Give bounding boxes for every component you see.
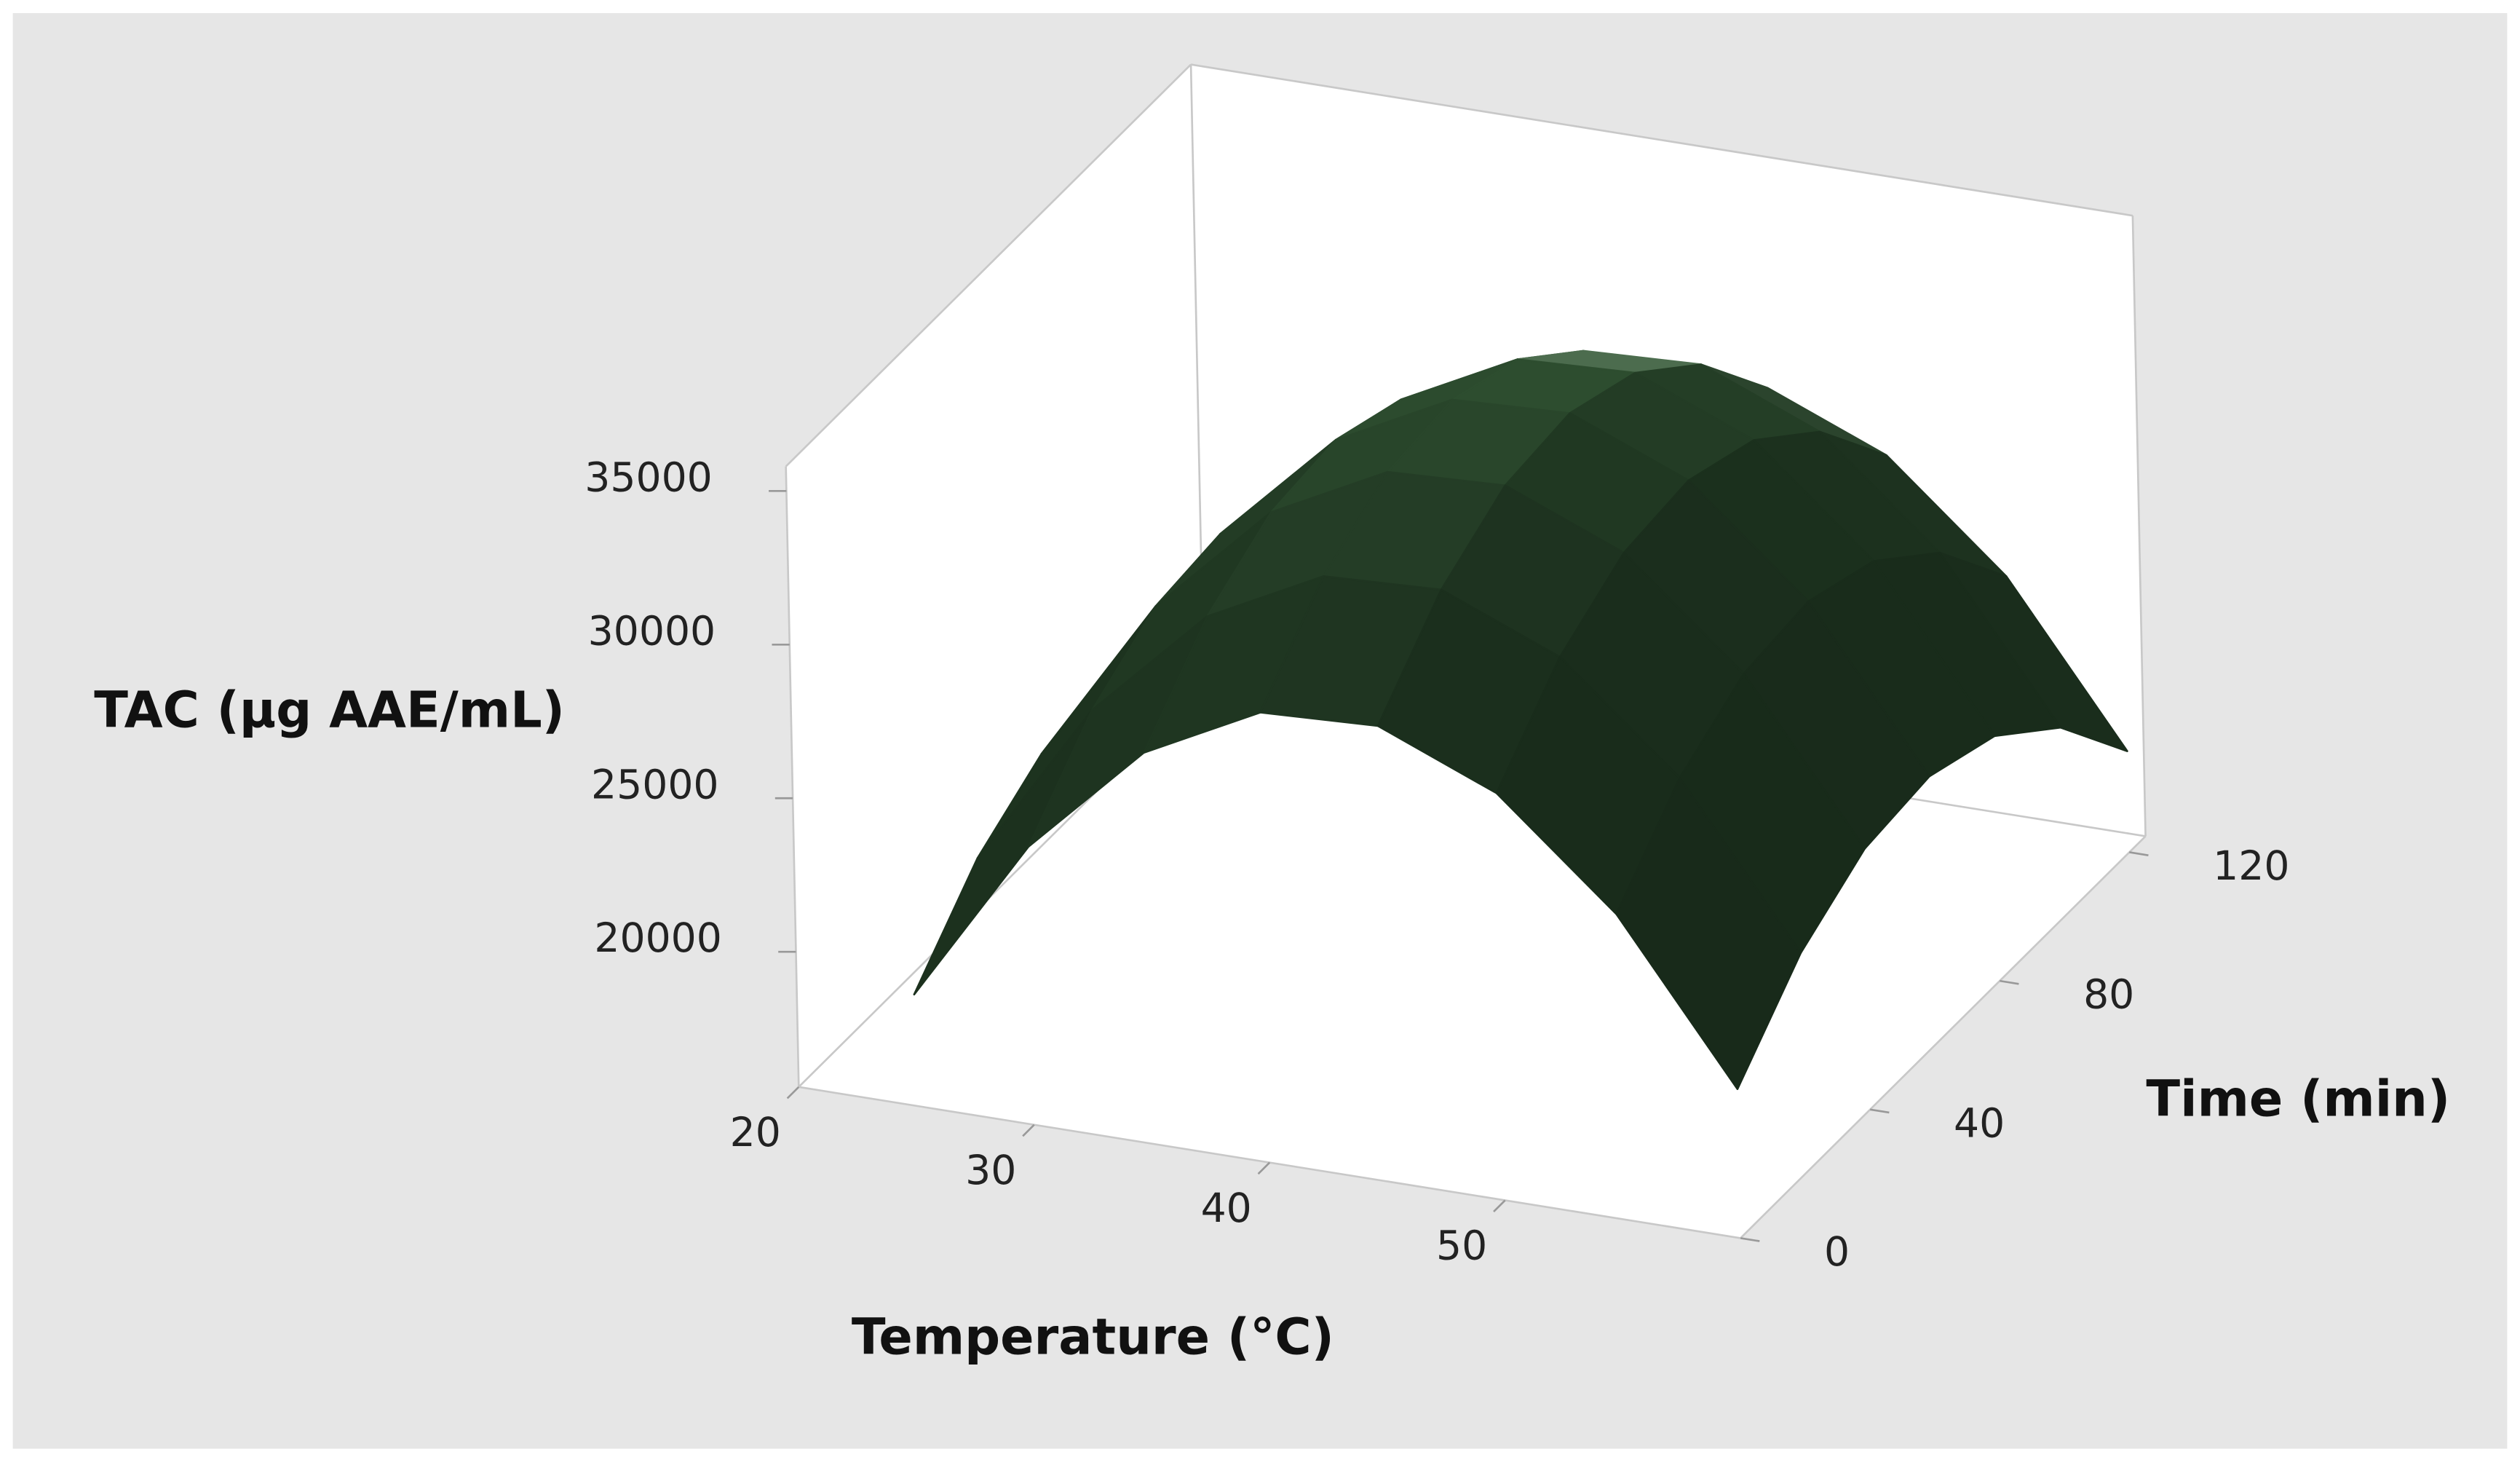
box-edge	[785, 466, 800, 1087]
y-tick-mark	[1870, 1108, 1890, 1114]
y-axis-label: Time (min)	[2146, 1070, 2450, 1129]
x-tick-mark	[1493, 1199, 1506, 1212]
y-tick-label: 80	[2083, 972, 2134, 1019]
x-tick-label: 40	[1201, 1185, 1252, 1232]
z-tick-label: 20000	[594, 915, 722, 962]
z-tick-label: 25000	[591, 762, 719, 808]
z-axis-label: TAC (µg AAE/mL)	[94, 681, 565, 739]
left-wall	[785, 64, 1204, 1087]
y-tick-mark	[2000, 979, 2019, 985]
x-tick-label: 30	[965, 1148, 1016, 1194]
y-tick-mark	[1740, 1237, 1760, 1242]
z-tick-label: 30000	[588, 608, 716, 655]
y-tick-label: 0	[1824, 1229, 1850, 1276]
x-tick-label: 20	[730, 1110, 781, 1156]
box-edge	[1740, 835, 2147, 1239]
box-edge	[1190, 63, 2133, 217]
y-tick-label: 120	[2213, 843, 2289, 890]
x-tick-mark	[1257, 1161, 1271, 1175]
y-tick-label: 40	[1954, 1100, 2005, 1147]
x-tick-mark	[1022, 1124, 1035, 1137]
x-tick-mark	[786, 1086, 800, 1099]
x-tick-label: 50	[1436, 1223, 1487, 1270]
x-axis-label: Temperature (°C)	[852, 1308, 1334, 1366]
surface-cell	[1615, 777, 1802, 1090]
z-tick-label: 35000	[585, 454, 713, 501]
ticks: 20 30 40 50 0 40 80 120 20000 25000 30000 35000	[585, 454, 2289, 1276]
surface	[913, 350, 2128, 1090]
y-tick-mark	[2129, 851, 2149, 856]
box-edge	[2131, 216, 2147, 837]
box-edge	[785, 63, 1192, 467]
